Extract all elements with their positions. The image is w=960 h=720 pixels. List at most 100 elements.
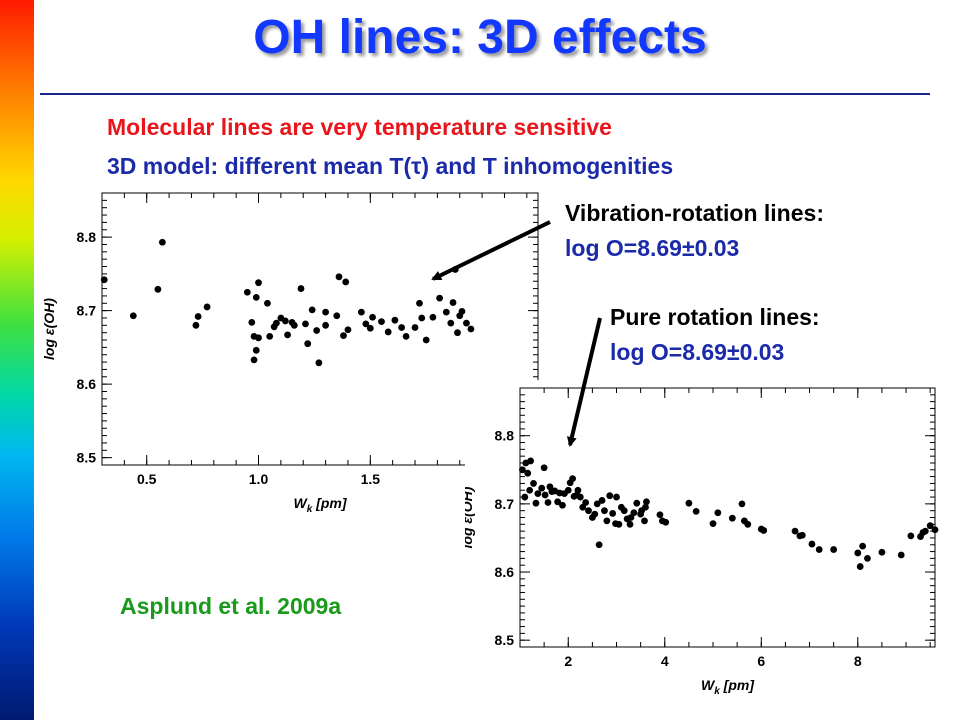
plot2-point — [738, 500, 746, 508]
plot2-point — [524, 469, 532, 477]
plot2-point — [530, 480, 537, 487]
rotation-heading: Pure rotation lines: — [610, 304, 820, 330]
title-divider — [40, 93, 930, 95]
plot2-point — [714, 509, 722, 517]
plot2-point — [582, 499, 590, 506]
plot2-xtick-label: 4 — [661, 653, 669, 669]
plot2-point — [538, 484, 546, 492]
plot1-point — [429, 313, 437, 321]
plot2-point — [685, 499, 693, 507]
plot2-xtick-label: 8 — [854, 653, 862, 669]
plot1-point — [304, 340, 312, 348]
plot1-point — [255, 279, 262, 287]
plot2-point — [609, 510, 617, 517]
plot1-point — [203, 303, 211, 311]
plot1-ylabel-text: log ε(OH) — [41, 298, 57, 360]
plot1-point — [422, 336, 430, 344]
plot2-point — [856, 563, 864, 570]
plot2-point — [798, 531, 806, 539]
plot2-point — [662, 518, 670, 526]
plot2-point — [593, 500, 601, 508]
plot1-point — [266, 332, 274, 340]
plot1-point — [384, 328, 392, 336]
bullet-temperature: Molecular lines are very temperature sen… — [107, 114, 612, 140]
plot1-point — [416, 299, 423, 307]
plot1-point — [273, 319, 280, 327]
plot1-xtick-label: 1.0 — [249, 471, 269, 487]
plot1-ytick-label: 8.6 — [77, 376, 97, 392]
plot2-point — [534, 490, 542, 498]
plot1-point — [366, 324, 374, 332]
plot1-point — [463, 319, 470, 327]
plot1-point — [391, 316, 399, 324]
plot1-point — [252, 346, 260, 354]
plot2-point — [591, 510, 599, 518]
plot2-point — [864, 554, 871, 562]
plot1-ytick-label: 8.7 — [77, 303, 97, 319]
plot1-point — [302, 320, 309, 328]
plot2-point — [897, 551, 905, 559]
plot1-point — [252, 293, 260, 301]
plot1-point — [402, 332, 410, 340]
plot1-point — [467, 325, 475, 333]
plot1-frame — [101, 192, 539, 466]
plot1-point — [290, 321, 298, 329]
vibration-heading: Vibration-rotation lines: — [565, 200, 824, 226]
plot2-point — [613, 493, 620, 501]
plot2-point — [815, 546, 823, 553]
plot2-point — [595, 541, 603, 549]
plot1-point — [454, 329, 461, 337]
plot1-xtick-label: 0.5 — [137, 471, 157, 487]
plot2-xtick-label: 6 — [757, 653, 765, 669]
rainbow-sidebar — [0, 0, 34, 720]
plot2-xtick-label: 2 — [564, 653, 572, 669]
plot2-point — [521, 493, 529, 501]
plot1-point — [340, 332, 347, 340]
plot2-point — [931, 526, 939, 534]
plot1-point — [451, 266, 459, 273]
plot1-point — [411, 324, 419, 331]
plot2-point — [544, 499, 552, 506]
plot2-point — [527, 457, 535, 465]
rotation-annotation: Pure rotation lines: log O=8.69±0.03 — [610, 300, 820, 370]
plot2-point — [633, 499, 641, 507]
plot2-ylabel: log ε(OH) — [465, 486, 475, 548]
plot2-point — [585, 507, 592, 515]
plot2-point — [656, 511, 664, 519]
plot2-point — [626, 520, 634, 528]
plot2-point — [630, 509, 638, 517]
plot1-point — [322, 321, 329, 329]
plot1-point — [342, 278, 350, 286]
plot2-ytick-label: 8.8 — [495, 428, 515, 444]
plot1-point — [322, 308, 329, 316]
plot2-point — [760, 527, 768, 534]
vibration-annotation: Vibration-rotation lines: log O=8.69±0.0… — [565, 196, 824, 266]
plot2-point — [926, 522, 934, 530]
plot2-ytick-label: 8.7 — [495, 496, 515, 512]
plot2-point — [709, 520, 717, 528]
plot1-point — [192, 321, 200, 329]
plot2-point — [728, 514, 736, 522]
plot2-point — [642, 503, 649, 511]
plot2-point — [641, 517, 648, 525]
plot1-point — [335, 273, 343, 281]
plot1-point — [418, 314, 426, 322]
plot1-point — [378, 318, 385, 326]
plot1-point — [281, 317, 289, 325]
plot2-point — [620, 507, 628, 515]
plot1-point — [362, 320, 370, 328]
plot2-point — [601, 507, 608, 515]
plot2-point — [574, 486, 582, 494]
plot2-point — [606, 492, 614, 500]
plot2-ytick-label: 8.5 — [495, 632, 515, 648]
plot1-point — [398, 324, 406, 331]
plot2-point — [569, 475, 576, 483]
plot1-xtick-label: 1.5 — [361, 471, 381, 487]
plot1-ytick-label: 8.8 — [77, 229, 97, 245]
plot1-point — [313, 327, 321, 334]
bullet-3d-model: 3D model: different mean T(τ) and T inho… — [107, 153, 674, 179]
plot1-point — [248, 318, 256, 326]
plot2-ylabel-text: log ε(OH) — [465, 486, 475, 548]
plot2-point — [576, 493, 584, 501]
plot1-point — [100, 276, 108, 284]
